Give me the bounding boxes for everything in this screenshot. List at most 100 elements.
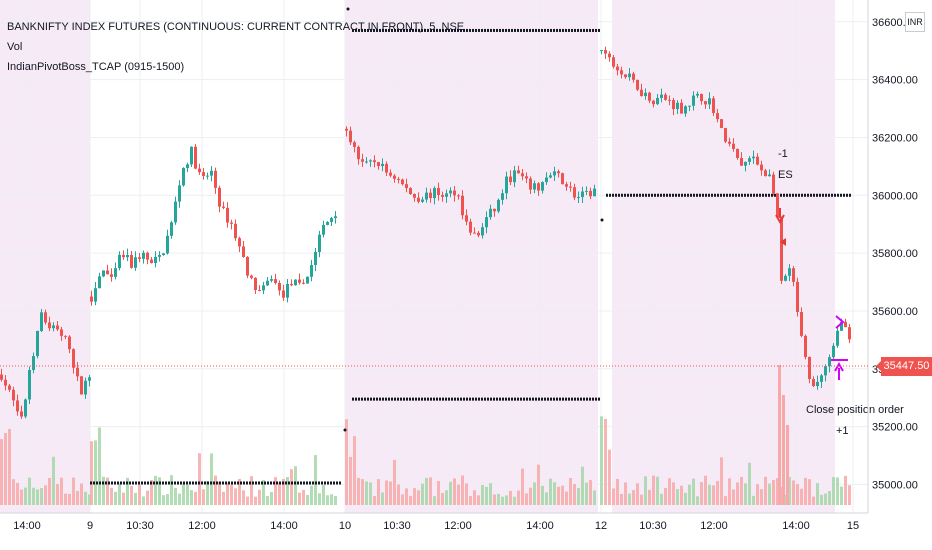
pivot-dot [291,481,293,485]
volume-bar [0,439,3,505]
candle-body [796,281,799,313]
pivot-dot [562,397,564,401]
volume-bar [457,484,460,505]
pivot-dot [355,28,357,32]
candle-body [784,275,787,281]
volume-bar [310,485,313,505]
pivot-dot [675,193,677,197]
pivot-dot [237,481,239,485]
candle-body [836,330,839,346]
volume-legend[interactable]: Vol [7,41,23,53]
volume-bar [298,492,301,505]
pivot-dot [598,397,600,401]
volume-bar [832,477,835,505]
volume-bar [413,488,416,505]
candle-body [214,170,217,188]
candle-body [417,197,420,202]
candle-body [56,325,59,330]
volume-bar [385,480,388,505]
volume-bar [194,491,197,505]
volume-bar [433,496,436,505]
pivot-dot [804,193,806,197]
pivot-dot [663,193,665,197]
pivot-dot [376,28,378,32]
volume-bar [557,486,560,505]
indicator-legend[interactable]: IndianPivotBoss_TCAP (0915-1500) [7,61,185,73]
pivot-dot [463,28,465,32]
pivot-dot [648,193,650,197]
pivot-dot [780,193,782,197]
candle-body [8,385,11,390]
pivot-dot [849,193,851,197]
x-tick-label: 12:00 [700,520,728,532]
pivot-dot [222,481,224,485]
pivot-dot [559,28,561,32]
volume-bar [644,476,647,505]
volume-bar [848,485,851,505]
volume-bar [720,457,723,505]
volume-bar [585,482,588,505]
candle-body [106,270,109,275]
pivot-dot [439,397,441,401]
volume-bar [752,495,755,505]
candle-body [102,270,105,277]
volume-bar [836,477,839,505]
currency-button[interactable]: INR [905,12,925,32]
candle-body [64,335,67,337]
pivot-dot [246,481,248,485]
pivot-dot [418,397,420,401]
volume-bar [314,455,317,505]
volume-bar [162,495,165,505]
volume-bar [64,493,67,505]
pivot-dot [493,28,495,32]
pivot-dot [442,28,444,32]
volume-bar [52,456,55,505]
candle-body [565,184,568,187]
candle-body [16,400,19,412]
volume-bar [704,475,707,505]
pivot-dot [147,481,149,485]
pivot-dot [415,397,417,401]
y-tick-label: 35800.00 [872,248,918,260]
pivot-dot [324,481,326,485]
volume-bar [214,475,217,505]
pivot-dot [834,193,836,197]
volume-bar [840,486,843,505]
volume-bar [501,496,504,505]
candle-body [345,128,348,131]
pivot-dot [424,397,426,401]
pivot-dot [475,28,477,32]
pivot-dot [798,193,800,197]
pivot-dot [111,481,113,485]
x-tick-label: 10:30 [383,520,411,532]
pivot-dot [565,28,567,32]
candle-body [322,224,325,235]
pivot-dot [192,481,194,485]
volume-bar [36,489,39,505]
pivot-dot [744,193,746,197]
volume-bar [700,482,703,505]
volume-bar [40,488,43,505]
candle-body [90,296,93,302]
candle-body [76,367,79,377]
pivot-dot [135,481,137,485]
pivot-dot [523,28,525,32]
candle-body [756,156,759,165]
pivot-dot [162,481,164,485]
pivot-dot [174,481,176,485]
pivot-dot [568,397,570,401]
pivot-dot [330,481,332,485]
pivot-dot [370,397,372,401]
pivot-dot [828,193,830,197]
pivot-dot [654,193,656,197]
volume-bar [114,491,117,505]
pivot-dot [550,397,552,401]
volume-bar [134,492,137,505]
candle-body [612,57,615,67]
volume-bar [545,492,548,505]
pivot-dot [771,193,773,197]
pivot-dot [538,28,540,32]
pivot-dot [400,397,402,401]
candle-body [816,381,819,387]
